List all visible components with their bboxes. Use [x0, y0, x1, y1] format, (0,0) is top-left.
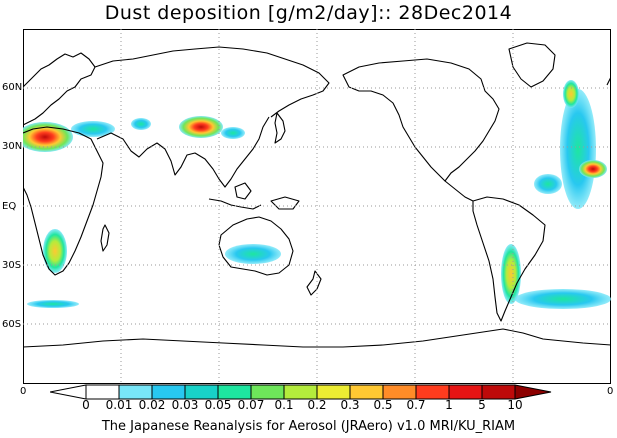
- coast-central-america: [444, 180, 474, 202]
- corner-label-left: 0: [20, 386, 27, 397]
- colorbar-tick-label: 5: [478, 398, 486, 412]
- colorbar-tick-label: 0.7: [406, 398, 426, 412]
- colorbar-tick-label: 0.02: [138, 398, 166, 412]
- colorbar-swatch: [85, 384, 120, 400]
- coastlines: [23, 42, 611, 348]
- dust-north-atlantic-core: [579, 160, 607, 178]
- dust-australia: [225, 244, 281, 264]
- colorbar-tick-label: 0.07: [237, 398, 265, 412]
- colorbar-tick-label: 0.1: [274, 398, 294, 412]
- colorbar-swatch: [283, 384, 318, 400]
- coast-japan: [274, 112, 286, 144]
- colorbar-tick-label: 1: [445, 398, 453, 412]
- dust-southern-africa: [43, 229, 67, 273]
- colorbar-arrow-high: [514, 384, 552, 400]
- dust-atlantic-north: [563, 80, 579, 108]
- dust-gobi: [179, 116, 223, 138]
- colorbar-swatch: [382, 384, 417, 400]
- lat-label-30s: 30S: [2, 260, 22, 271]
- coast-new-guinea: [270, 196, 300, 210]
- lat-label-30n: 30N: [2, 141, 23, 152]
- dust-tropical-atlantic: [534, 174, 562, 194]
- colorbar-tick-label: 0.3: [340, 398, 360, 412]
- dust-gobi-east: [221, 127, 245, 139]
- colorbar-swatch: [217, 384, 252, 400]
- colorbar-arrow-low: [50, 384, 87, 400]
- dust-layer: [23, 80, 611, 309]
- colorbar-swatch: [481, 384, 516, 400]
- colorbar-swatch: [184, 384, 219, 400]
- dust-southern-ocean: [27, 300, 79, 308]
- coast-borneo: [234, 182, 252, 200]
- footer-credit: The Japanese Reanalysis for Aerosol (JRA…: [101, 419, 516, 434]
- map-frame: [23, 29, 611, 384]
- lat-label-60n: 60N: [2, 82, 23, 93]
- lat-label-eq: EQ: [2, 201, 17, 212]
- coast-africa: [23, 126, 104, 276]
- dust-north-atlantic: [560, 89, 596, 209]
- colorbar-tick-label: 0.01: [105, 398, 133, 412]
- dust-north-africa-east: [71, 121, 115, 137]
- colorbar-swatch: [415, 384, 450, 400]
- coast-antarctica: [23, 328, 611, 348]
- coast-north-america: [342, 58, 500, 182]
- dust-south-atlantic: [515, 289, 611, 309]
- coast-europe: [23, 52, 96, 126]
- dust-patagonia: [501, 244, 521, 304]
- coast-uk: [606, 76, 611, 86]
- coast-madagascar: [100, 224, 110, 252]
- coast-australia: [218, 216, 294, 276]
- colorbar-swatch: [118, 384, 153, 400]
- colorbar-swatch: [448, 384, 483, 400]
- corner-label-right: 0: [607, 386, 614, 397]
- lat-label-60s: 60S: [2, 319, 22, 330]
- coast-south-america: [472, 196, 546, 322]
- coast-new-zealand: [306, 270, 322, 296]
- colorbar-tick-label: 0: [82, 398, 90, 412]
- world-map: [23, 29, 611, 384]
- colorbar: [50, 384, 552, 400]
- coast-asia-south: [96, 116, 270, 188]
- colorbar-tick-label: 0.2: [307, 398, 327, 412]
- colorbar-tick-label: 10: [507, 398, 523, 412]
- colorbar-ticks: 0 0.01 0.02 0.03 0.05 0.07 0.1 0.2 0.3 0.5 0.7 1 5 10: [0, 398, 617, 414]
- colorbar-tick-label: 0.03: [171, 398, 199, 412]
- colorbar-swatch: [250, 384, 285, 400]
- map-title: Dust deposition [g/m2/day]:: 28Dec2014: [104, 2, 513, 24]
- coast-asia-north: [94, 46, 330, 118]
- colorbar-swatch: [316, 384, 351, 400]
- dust-arabia: [131, 118, 151, 130]
- colorbar-tick-label: 0.05: [204, 398, 232, 412]
- colorbar-swatch: [349, 384, 384, 400]
- colorbar-swatch: [151, 384, 186, 400]
- coast-greenland: [508, 42, 556, 88]
- dust-sahara: [23, 122, 73, 152]
- colorbar-tick-label: 0.5: [373, 398, 393, 412]
